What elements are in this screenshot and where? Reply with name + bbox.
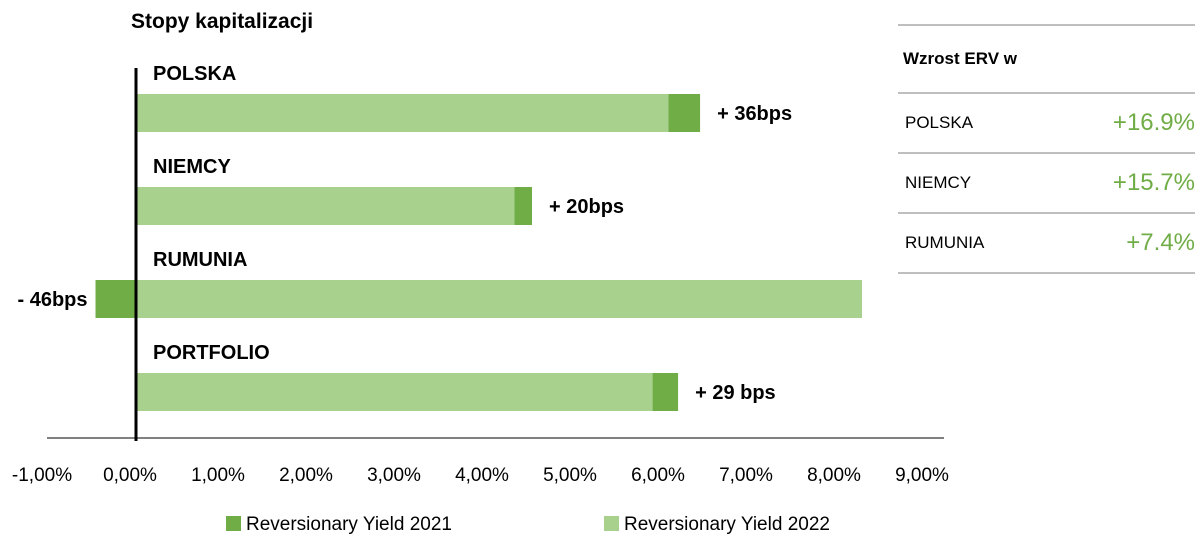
erv-value: +15.7% bbox=[1112, 169, 1195, 196]
bar-2022 bbox=[136, 280, 862, 318]
x-tick-label: -1,00% bbox=[12, 465, 72, 486]
change-label: + 29 bps bbox=[695, 382, 776, 404]
legend-label: Reversionary Yield 2022 bbox=[624, 514, 830, 535]
erv-table-header: Wzrost ERV w bbox=[898, 26, 1195, 94]
table-top-divider bbox=[898, 24, 1195, 26]
bar-2021 bbox=[95, 280, 136, 318]
x-tick-label: 7,00% bbox=[719, 465, 773, 486]
x-tick-label: 9,00% bbox=[895, 465, 949, 486]
bar-2022 bbox=[136, 373, 653, 411]
chart-title: Stopy kapitalizacji bbox=[131, 10, 314, 33]
erv-row-rumunia: RUMUNIA +7.4% bbox=[898, 214, 1195, 274]
erv-row-polska: POLSKA +16.9% bbox=[898, 94, 1195, 154]
change-label: + 36bps bbox=[717, 103, 792, 125]
x-tick-label: 6,00% bbox=[631, 465, 685, 486]
bar-2021 bbox=[652, 373, 679, 411]
bar-2021 bbox=[514, 187, 532, 225]
category-label: NIEMCY bbox=[153, 156, 231, 178]
erv-country: RUMUNIA bbox=[905, 233, 985, 252]
legend-swatch bbox=[604, 516, 619, 531]
x-tick-label: 4,00% bbox=[455, 465, 509, 486]
category-label: RUMUNIA bbox=[153, 249, 247, 271]
erv-country: NIEMCY bbox=[905, 173, 972, 192]
erv-country: POLSKA bbox=[905, 113, 974, 132]
category-label: POLSKA bbox=[153, 63, 236, 85]
x-tick-label: 8,00% bbox=[807, 465, 861, 486]
x-tick-label: 3,00% bbox=[367, 465, 421, 486]
change-label: + 20bps bbox=[549, 196, 624, 218]
x-tick-label: 1,00% bbox=[191, 465, 245, 486]
legend-swatch bbox=[226, 516, 241, 531]
x-tick-label: 2,00% bbox=[279, 465, 333, 486]
erv-row-niemcy: NIEMCY +15.7% bbox=[898, 154, 1195, 214]
x-tick-label: 5,00% bbox=[543, 465, 597, 486]
erv-value: +7.4% bbox=[1126, 229, 1195, 256]
bar-2021 bbox=[668, 94, 701, 132]
erv-growth-table: Wzrost ERV w POLSKA +16.9% NIEMCY +15.7%… bbox=[898, 24, 1195, 274]
legend-label: Reversionary Yield 2021 bbox=[246, 514, 452, 535]
bar-2022 bbox=[136, 187, 515, 225]
x-tick-label: 0,00% bbox=[103, 465, 157, 486]
bar-2022 bbox=[136, 94, 669, 132]
change-label: - 46bps bbox=[17, 289, 87, 311]
category-label: PORTFOLIO bbox=[153, 342, 270, 364]
erv-value: +16.9% bbox=[1112, 109, 1195, 136]
